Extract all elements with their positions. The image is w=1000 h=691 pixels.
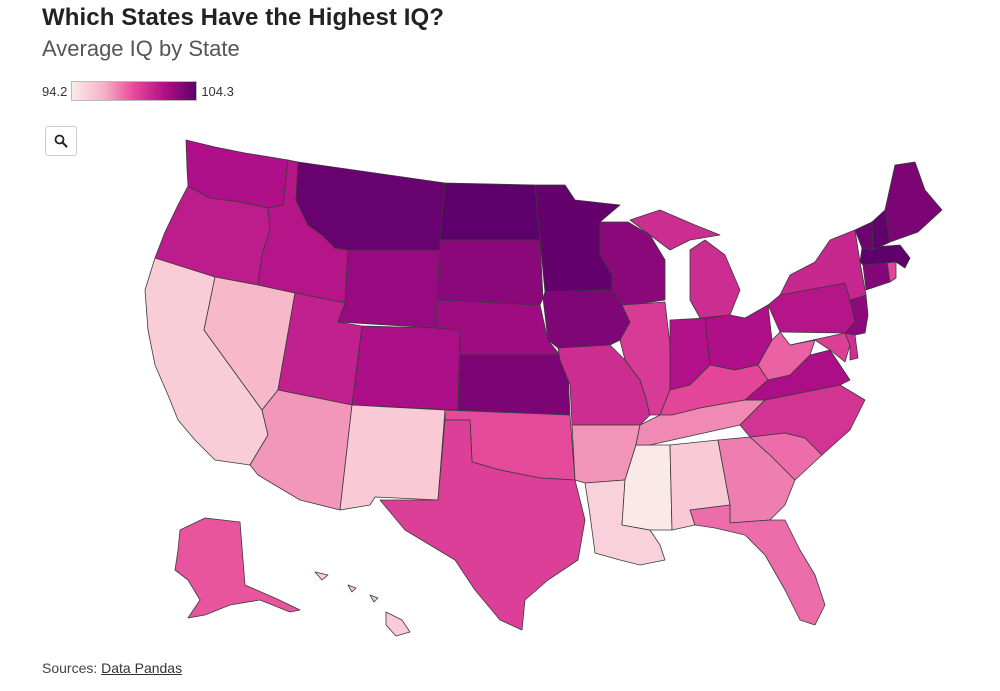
state-az[interactable]	[249, 389, 353, 511]
legend-gradient-bar	[71, 81, 198, 101]
legend-min-label: 94.2	[42, 83, 68, 99]
state-me[interactable]	[884, 161, 943, 243]
chart-subtitle: Average IQ by State	[42, 36, 240, 61]
state-ks[interactable]	[457, 354, 571, 416]
state-nm[interactable]	[339, 404, 446, 511]
sources-prefix: Sources:	[42, 660, 102, 676]
state-ia[interactable]	[542, 289, 631, 349]
state-sd[interactable]	[436, 239, 544, 306]
search-icon	[54, 134, 68, 148]
state-wy[interactable]	[337, 249, 441, 329]
state-pa[interactable]	[767, 282, 856, 334]
sources-footer: Sources: Data Pandas	[42, 660, 182, 676]
state-il[interactable]	[619, 301, 671, 416]
search-button[interactable]	[45, 126, 77, 156]
sources-link[interactable]: Data Pandas	[101, 660, 183, 676]
state-ak[interactable]	[174, 517, 301, 619]
state-ct[interactable]	[862, 261, 891, 291]
state-hi[interactable]	[314, 571, 411, 637]
state-nd[interactable]	[439, 182, 541, 241]
state-tx[interactable]	[379, 419, 586, 631]
state-nj[interactable]	[844, 294, 869, 336]
state-co[interactable]	[351, 325, 461, 411]
state-mi[interactable]	[629, 209, 741, 319]
chart-title: Which States Have the Highest IQ?	[42, 4, 445, 31]
color-legend: 94.2 104.3	[42, 81, 234, 101]
legend-max-label: 104.3	[201, 83, 234, 99]
state-fl[interactable]	[689, 504, 826, 626]
state-ny[interactable]	[779, 229, 867, 301]
